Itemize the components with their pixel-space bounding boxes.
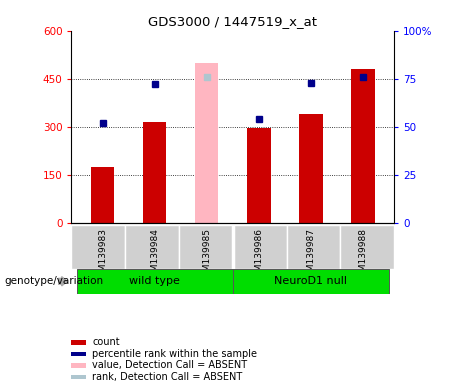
Text: GSM139983: GSM139983	[98, 228, 107, 283]
Bar	[71, 375, 86, 379]
Text: GSM139986: GSM139986	[254, 228, 263, 283]
Text: GSM139985: GSM139985	[202, 228, 211, 283]
Bar	[143, 122, 166, 223]
Bar	[247, 128, 271, 223]
Text: NeuroD1 null: NeuroD1 null	[274, 276, 348, 286]
Bar	[195, 63, 219, 223]
Text: GSM139988: GSM139988	[358, 228, 367, 283]
Bar	[71, 352, 86, 356]
Bar	[71, 225, 125, 269]
Text: percentile rank within the sample: percentile rank within the sample	[92, 349, 257, 359]
Bar	[91, 167, 114, 223]
Bar	[299, 114, 323, 223]
Text: value, Detection Call = ABSENT: value, Detection Call = ABSENT	[92, 361, 248, 371]
Bar	[125, 225, 179, 269]
Text: rank, Detection Call = ABSENT: rank, Detection Call = ABSENT	[92, 372, 242, 382]
Bar	[351, 69, 375, 223]
Bar	[233, 269, 389, 294]
Text: wild type: wild type	[129, 276, 180, 286]
Text: count: count	[92, 338, 120, 348]
Bar	[71, 363, 86, 368]
Bar	[287, 225, 340, 269]
Bar	[340, 225, 394, 269]
Bar	[233, 225, 287, 269]
Bar	[77, 269, 233, 294]
Text: genotype/variation: genotype/variation	[5, 276, 104, 286]
Text: GSM139987: GSM139987	[307, 228, 315, 283]
FancyArrow shape	[58, 276, 67, 286]
Bar	[179, 225, 233, 269]
Title: GDS3000 / 1447519_x_at: GDS3000 / 1447519_x_at	[148, 15, 317, 28]
Text: GSM139984: GSM139984	[150, 228, 159, 283]
Bar	[71, 340, 86, 345]
